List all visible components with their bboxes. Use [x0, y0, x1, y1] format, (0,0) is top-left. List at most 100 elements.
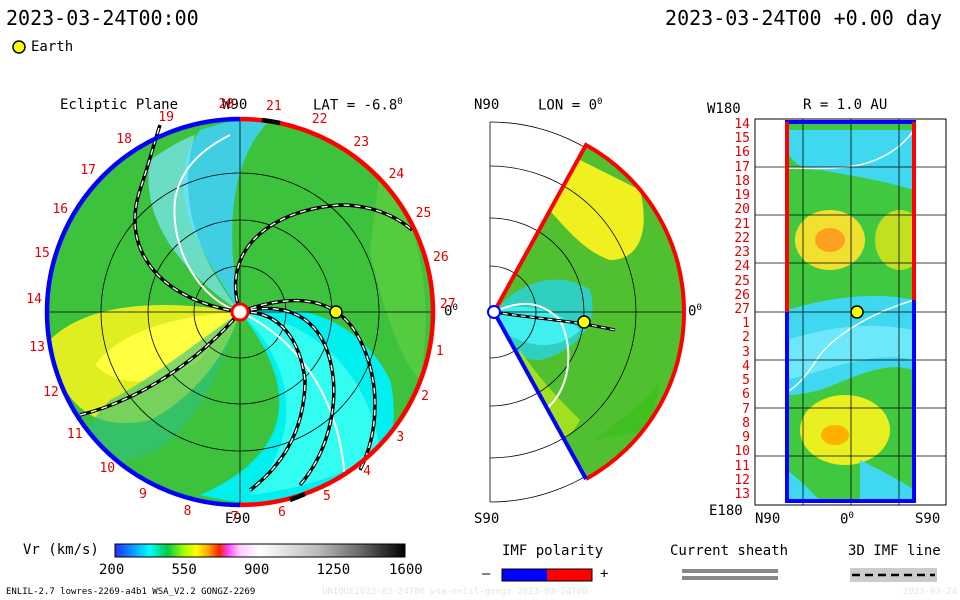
timestamp-right: 2023-03-24T00 +0.00 day: [665, 6, 942, 30]
imf-negative-swatch: [502, 569, 547, 581]
radial-tick: 8: [742, 415, 750, 431]
sector-number: 11: [66, 426, 83, 442]
sector-number: 16: [52, 201, 69, 217]
radial-e180: E180: [709, 503, 743, 519]
radial-tick: 25: [734, 273, 750, 289]
footer-faded-date: 2023-03-24: [903, 587, 958, 597]
radial-tick: 21: [734, 216, 750, 232]
radial-tick: 13: [734, 487, 750, 502]
sector-number: 15: [34, 245, 50, 261]
radial-tick: 16: [734, 145, 750, 161]
sector-number: 9: [139, 487, 147, 503]
meridional-zero: 00: [688, 303, 702, 320]
radial-tick: 9: [742, 430, 750, 446]
sector-number: 26: [433, 249, 449, 265]
radial-zero: 00: [840, 511, 854, 528]
radial-tick: 17: [734, 159, 750, 175]
earth-marker-radial: [850, 305, 864, 319]
colorbar-tick: 1250: [316, 562, 351, 578]
sector-number: 14: [26, 292, 42, 308]
sector-number: 19: [158, 109, 174, 125]
radial-tick: 5: [742, 373, 750, 389]
radial-tick: 3: [742, 344, 750, 360]
imf-positive-swatch: [547, 569, 592, 581]
radial-tick: 1: [742, 316, 750, 332]
sector-number: 25: [415, 205, 432, 221]
imf-minus-label: –: [482, 566, 491, 582]
radial-tick: 6: [742, 387, 750, 403]
radial-tick: 18: [734, 173, 750, 189]
sector-number: 17: [80, 163, 96, 179]
imf3d-title: 3D IMF line: [848, 543, 941, 559]
sector-number: 22: [311, 111, 328, 127]
meridional-n90: N90: [474, 97, 500, 113]
earth-marker-meridional: [577, 315, 591, 329]
earth-legend-icon: [12, 40, 26, 54]
ecliptic-w90: W90: [222, 97, 248, 113]
radial-tick: 12: [734, 472, 750, 488]
radial-tick: 24: [734, 259, 750, 275]
footer-faded-id: UNIQUE2023-03-24T00 wsa-enlil-gongz 2023…: [322, 587, 588, 597]
footer-model-info: ENLIL-2.7 lowres-2269-a4b1 WSA_V2.2 GONG…: [6, 587, 256, 597]
radial-w180: W180: [707, 101, 741, 117]
radial-tick: 23: [734, 245, 750, 261]
imf-plus-label: +: [600, 566, 609, 582]
radial-tick: 20: [734, 202, 750, 218]
radial-tick: 27: [734, 302, 750, 317]
ecliptic-plane-panel: [44, 116, 436, 508]
sector-number: 21: [266, 98, 282, 114]
radial-tick: 19: [734, 188, 750, 204]
ecliptic-title: Ecliptic Plane: [60, 97, 179, 113]
sector-number: 2: [421, 389, 429, 405]
radial-s90: S90: [915, 511, 941, 527]
ecliptic-lat-label: LAT = -6.80: [313, 97, 403, 114]
meridional-s90: S90: [474, 511, 500, 527]
sector-number: 24: [388, 166, 405, 182]
colorbar-tick: 1600: [389, 562, 423, 578]
radial-r-label: R = 1.0 AU: [803, 97, 888, 113]
colorbar-tick: 200: [99, 562, 125, 578]
ecliptic-zero: 00: [444, 303, 458, 320]
sector-number: 5: [322, 489, 331, 505]
radial-tick: 4: [742, 358, 750, 374]
sector-number: 12: [43, 385, 59, 401]
sector-number: 7: [230, 509, 239, 525]
radial-panel: [754, 118, 947, 506]
meridional-lon-label: LON = 00: [538, 97, 603, 114]
colorbar-tick: 550: [171, 562, 197, 578]
sun-marker: [230, 302, 250, 322]
meridional-plane-panel: [487, 121, 687, 503]
radial-tick: 11: [734, 458, 750, 474]
ecliptic-rim-positive: [239, 116, 436, 508]
radial-tick: 26: [734, 287, 750, 303]
radial-n90: N90: [755, 511, 781, 527]
sector-number: 27: [439, 296, 456, 312]
sector-number: 20: [218, 96, 235, 112]
radial-tick: 7: [742, 401, 750, 417]
sector-number: 23: [353, 134, 370, 150]
radial-tick: 2: [742, 330, 750, 346]
sector-number: 18: [116, 132, 132, 148]
colorbar-label: Vr (km/s): [23, 542, 99, 558]
sector-number: 13: [29, 339, 45, 355]
timestamp-left: 2023-03-24T00:00: [6, 6, 199, 30]
sector-number: 10: [99, 461, 116, 477]
sector-number: 4: [363, 463, 371, 479]
current-sheath-title: Current sheath: [670, 543, 789, 559]
colorbar: [114, 543, 406, 558]
sector-number: 6: [278, 505, 286, 521]
ecliptic-rim-negative: [44, 116, 241, 508]
radial-tick: 22: [734, 230, 750, 246]
ecliptic-e90: E90: [225, 511, 251, 527]
earth-marker-ecliptic: [329, 305, 343, 319]
earth-legend-label: Earth: [31, 39, 74, 55]
radial-tick: 14: [734, 117, 750, 132]
sector-number: 1: [435, 344, 444, 360]
colorbar-tick: 900: [244, 562, 270, 578]
radial-tick: 15: [734, 131, 750, 147]
imf-polarity-title: IMF polarity: [502, 543, 604, 559]
sector-number: 3: [396, 430, 405, 446]
sector-number: 8: [183, 504, 192, 520]
radial-tick: 10: [734, 444, 750, 460]
